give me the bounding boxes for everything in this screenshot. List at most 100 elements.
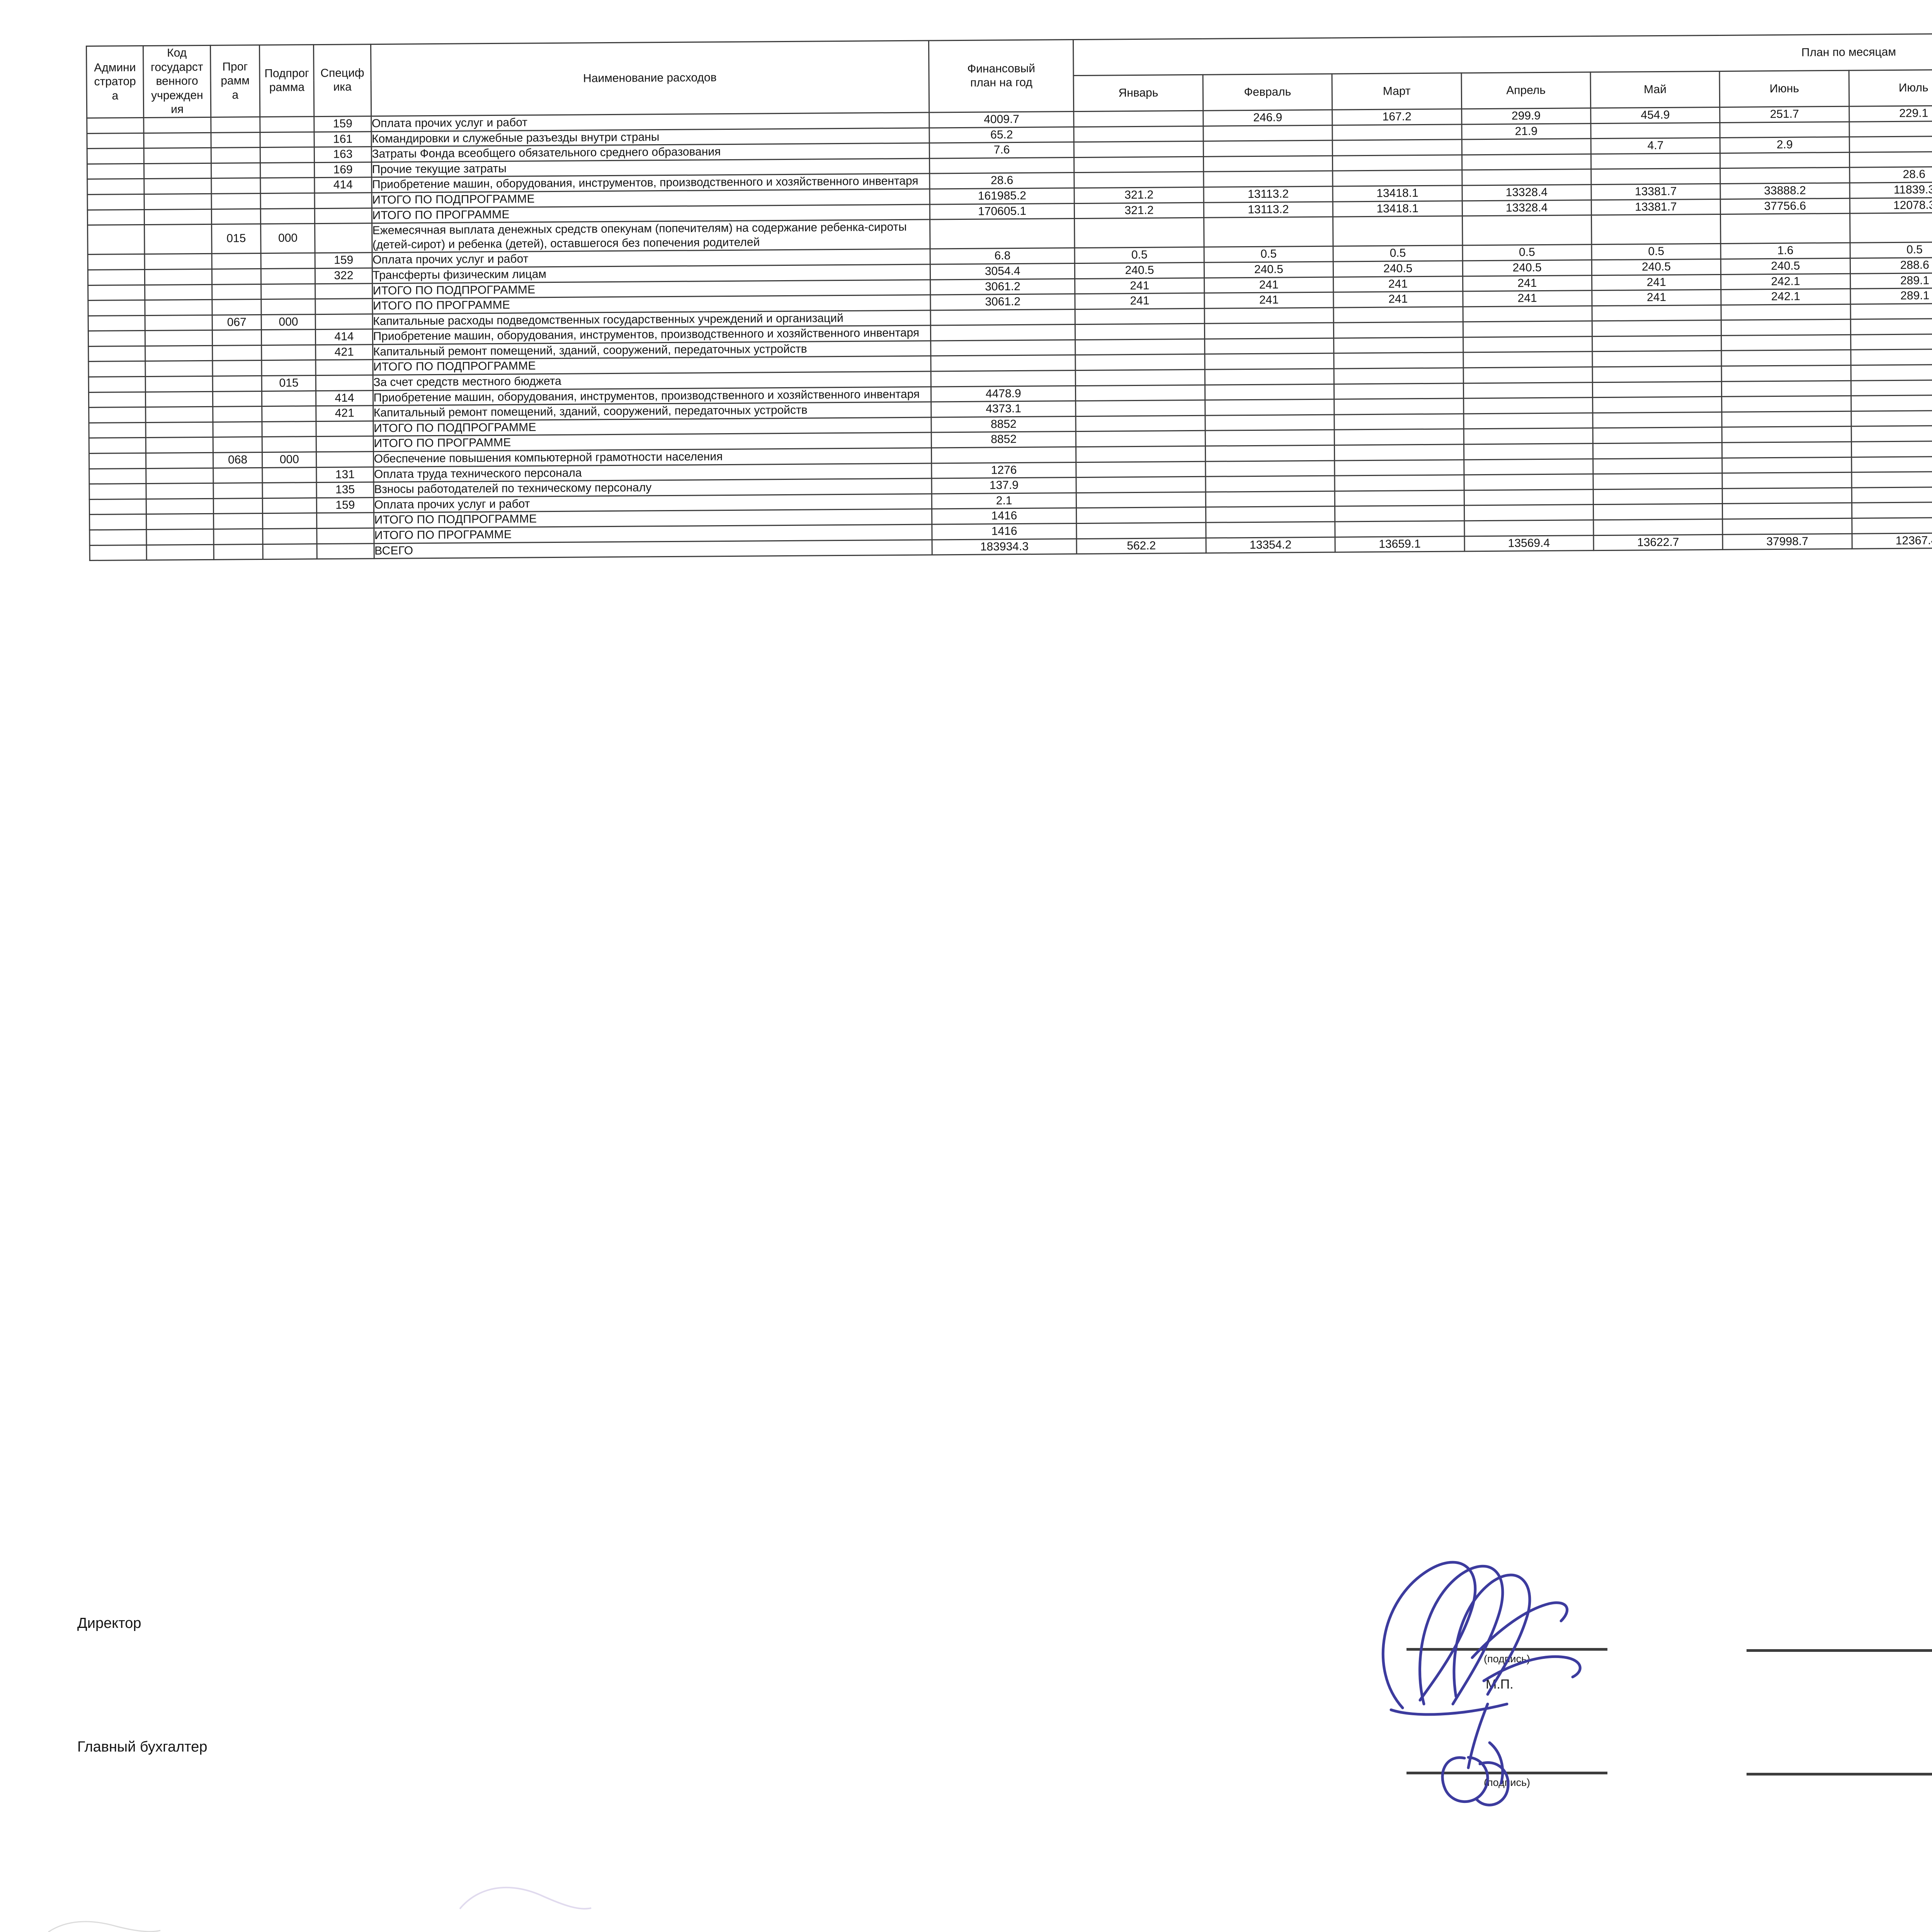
cell-program [213,406,262,422]
cell-program [212,269,261,284]
cell-month-2 [1204,353,1334,370]
cell-month-3 [1334,383,1464,400]
cell-subprogram [262,391,316,406]
cell-month-3 [1334,367,1463,384]
cell-specifics [317,528,374,544]
cell-month-7 [1852,517,1932,534]
cell-gov-institution-code [144,194,212,210]
cell-gov-institution-code [145,284,212,300]
cell-administrator [88,407,146,423]
cell-month-2 [1205,399,1335,416]
cell-month-5: 0.5 [1591,243,1721,260]
cell-administrator [89,483,146,500]
cell-program [212,360,262,376]
cell-subprogram [261,345,316,361]
cell-month-7 [1850,333,1932,350]
col-header-program: Прог рамм а [210,45,260,117]
cell-subprogram: 000 [261,314,316,330]
cell-month-3: 0.5 [1333,245,1463,262]
cell-gov-institution-code [145,406,213,423]
cell-annual-plan: 170605.1 [930,203,1075,220]
cell-month-6: 33888.2 [1720,183,1850,199]
cell-month-7 [1851,395,1932,412]
cell-specifics: 322 [315,268,372,284]
cell-program: 015 [211,224,261,254]
cell-month-1 [1076,476,1206,493]
cell-month-1 [1074,172,1204,188]
cell-month-7: 0.5 [1850,242,1932,259]
cell-administrator [88,361,146,377]
cell-administrator [88,330,145,347]
cell-gov-institution-code [145,345,213,361]
cell-month-4: 241 [1463,275,1592,291]
cell-month-5 [1593,519,1723,536]
cell-month-3 [1332,170,1462,187]
cell-month-6 [1720,213,1850,244]
cell-annual-plan [931,370,1076,387]
cell-annual-plan: 8852 [931,431,1076,448]
cell-month-1 [1076,446,1206,463]
cell-month-7 [1851,456,1932,473]
cell-program [211,209,261,224]
director-signature-rule [1406,1648,1607,1651]
cell-month-2: 241 [1204,292,1334,309]
cell-month-6 [1722,518,1852,535]
cell-specifics [316,375,373,391]
cell-month-6: 37998.7 [1723,533,1852,550]
cell-month-2 [1204,217,1333,247]
cell-month-3: 13418.1 [1333,185,1462,202]
cell-month-3: 13659.1 [1335,536,1464,553]
cell-month-2: 241 [1204,277,1333,293]
cell-month-2: 246.9 [1203,110,1333,126]
cell-month-2 [1205,460,1335,477]
cell-administrator [87,117,144,134]
cell-month-6: 242.1 [1721,273,1850,290]
table-head: Админи стратор а Код государст венного учрежд… [86,29,1932,118]
cell-month-5 [1593,458,1723,474]
cell-month-4 [1464,459,1593,475]
cell-month-2 [1203,125,1333,141]
cell-month-5 [1593,503,1723,520]
cell-month-7 [1851,425,1932,442]
cell-month-5 [1592,412,1722,429]
cell-month-7: 28.6 [1849,167,1932,183]
col-header-month-7: Июль [1849,70,1932,107]
cell-annual-plan: 1276 [931,462,1077,479]
chief-accountant-decoding-caption: (расшифровка подписи) [1747,1779,1932,1791]
cell-specifics: 169 [314,162,372,178]
cell-month-3: 240.5 [1333,260,1463,277]
cell-subprogram [261,284,316,299]
cell-month-5: 13381.7 [1591,199,1721,215]
cell-annual-plan [930,324,1076,341]
cell-month-4 [1463,321,1592,337]
cell-annual-plan: 8852 [931,416,1076,433]
cell-specifics [315,192,372,209]
cell-month-7 [1850,364,1932,381]
cell-annual-plan [931,447,1077,463]
cell-month-5 [1592,381,1722,398]
cell-month-6 [1722,503,1852,519]
cell-subprogram [261,329,316,345]
cell-month-5: 240.5 [1592,259,1721,276]
cell-specifics: 159 [314,116,371,132]
director-decoding-caption: (расшифровка подписи) [1747,1656,1932,1668]
cell-month-5 [1592,305,1721,321]
cell-expense-name: Ежемесячная выплата денежных средств опе… [372,219,930,253]
cell-gov-institution-code [144,178,212,194]
cell-administrator [89,468,146,484]
cell-month-2: 13354.2 [1206,537,1335,553]
cell-month-5 [1593,427,1722,444]
cell-month-6 [1722,426,1852,443]
cell-month-3 [1333,216,1463,247]
cell-annual-plan: 1416 [932,523,1077,540]
cell-annual-plan: 3061.2 [930,294,1075,310]
cell-month-5 [1592,366,1722,383]
chief-accountant-signature-rule [1406,1772,1607,1774]
cell-subprogram [262,467,317,483]
cell-month-3 [1335,490,1464,507]
cell-subprogram [260,177,315,194]
cell-specifics [315,298,372,315]
cell-month-4: 13328.4 [1462,200,1592,216]
cell-administrator [88,254,145,270]
cell-administrator [89,529,147,546]
